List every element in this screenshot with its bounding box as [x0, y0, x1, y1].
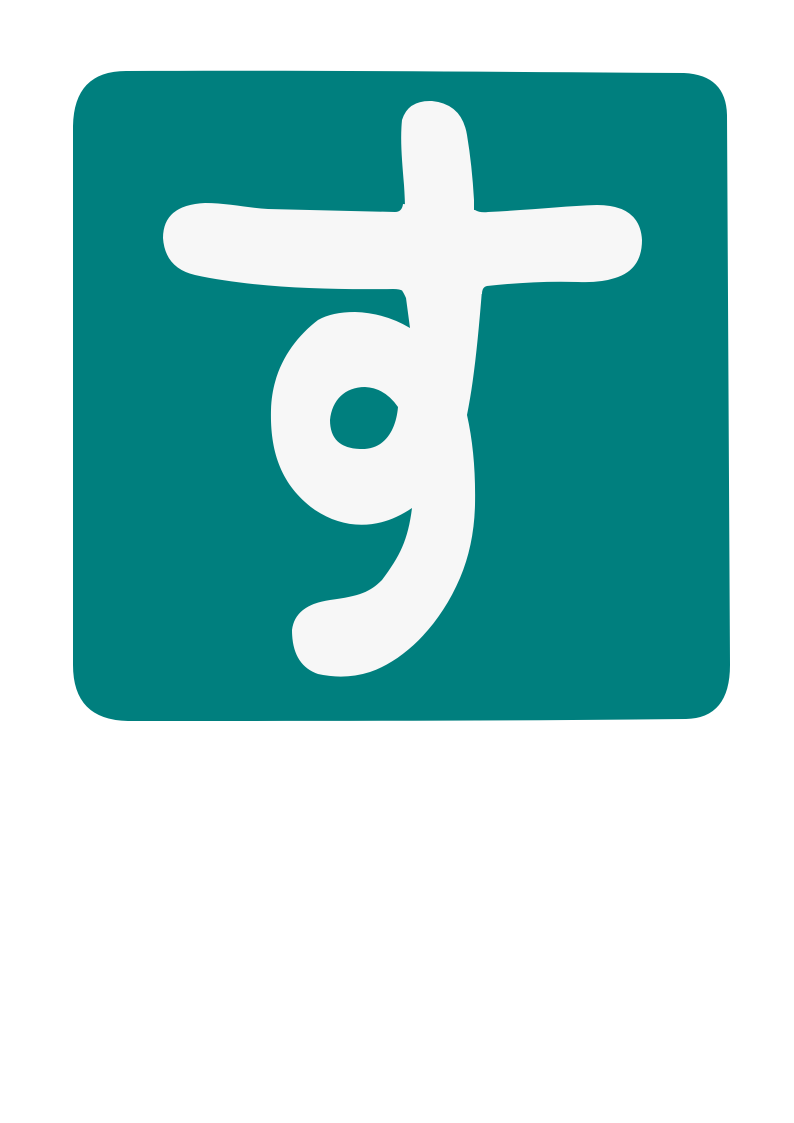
- glyph-character: す: [0, 760, 1, 761]
- hiragana-card: す: [0, 70, 730, 761]
- glyph-vertical-stroke: [270, 100, 482, 677]
- glyph-su: [163, 100, 642, 677]
- glyph-horizontal-stroke: [163, 203, 642, 294]
- hiragana-card-graphic: [73, 70, 730, 721]
